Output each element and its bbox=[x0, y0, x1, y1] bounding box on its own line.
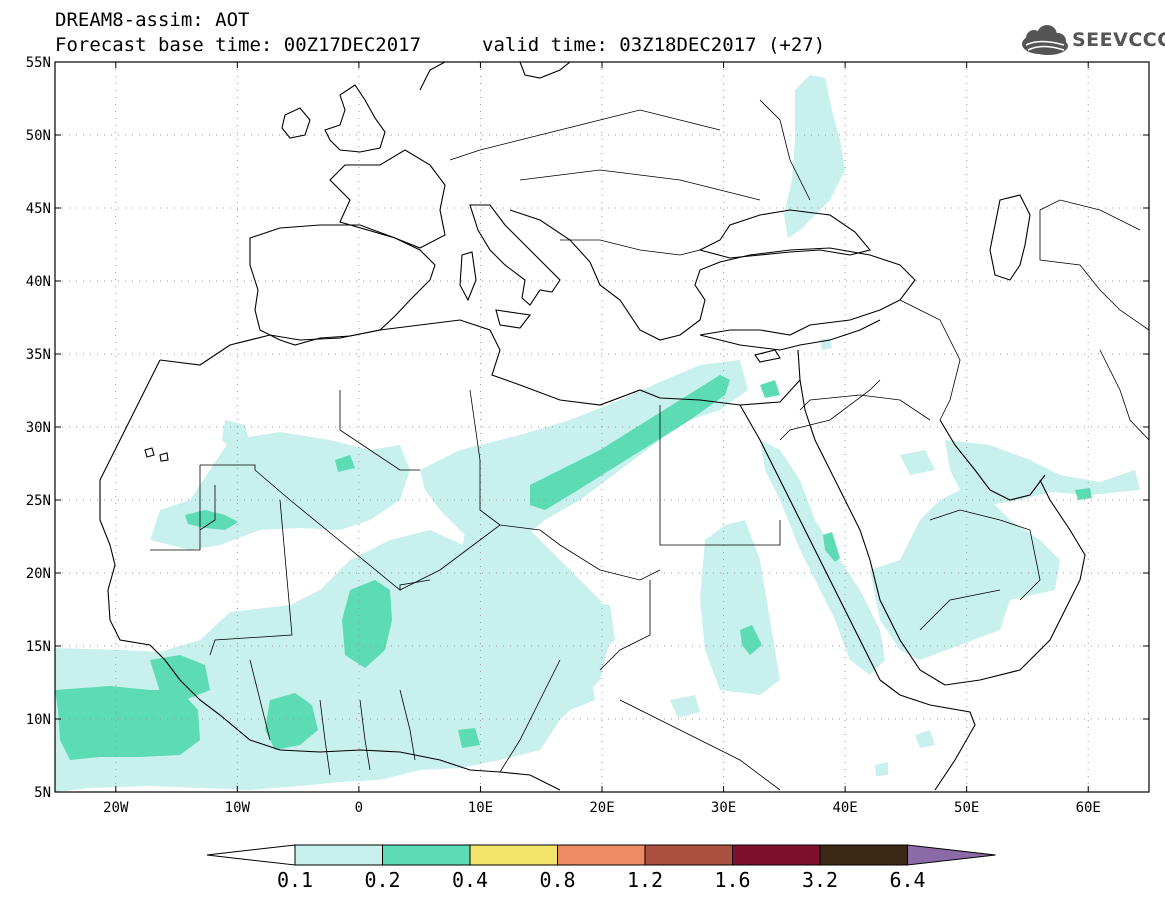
colorbar-label: 0.8 bbox=[539, 868, 575, 892]
latitude-labels: 5N 10N 15N 20N 25N 30N 35N 40N 45N 50N 55N bbox=[26, 55, 51, 801]
colorbar-label: 6.4 bbox=[889, 868, 925, 892]
cloud-logo-icon bbox=[1022, 25, 1068, 55]
lon-tick-label: 40E bbox=[832, 800, 857, 816]
lat-tick-label: 20N bbox=[26, 566, 51, 582]
lat-tick-label: 40N bbox=[26, 274, 51, 290]
forecast-base-time: Forecast base time: 00Z17DEC2017 bbox=[55, 34, 422, 56]
lon-tick-label: 10E bbox=[468, 800, 493, 816]
colorbar-box bbox=[732, 844, 821, 866]
lat-tick-label: 5N bbox=[34, 785, 51, 801]
lat-tick-label: 45N bbox=[26, 201, 51, 217]
colorbar-box bbox=[819, 844, 908, 866]
colorbar-label: 1.2 bbox=[627, 868, 663, 892]
lon-tick-label: 0 bbox=[355, 800, 363, 816]
country-borders bbox=[150, 99, 1149, 791]
lat-tick-label: 15N bbox=[26, 639, 51, 655]
lon-tick-label: 10W bbox=[225, 800, 251, 816]
lat-tick-label: 55N bbox=[26, 55, 51, 71]
colorbar-label: 0.2 bbox=[364, 868, 400, 892]
colorbar-high-arrow bbox=[907, 844, 996, 866]
colorbar-box bbox=[644, 844, 733, 866]
lat-tick-label: 30N bbox=[26, 420, 51, 436]
colorbar-label: 0.1 bbox=[277, 868, 313, 892]
lon-tick-label: 50E bbox=[954, 800, 979, 816]
colorbar bbox=[206, 844, 996, 866]
colorbar-box bbox=[469, 844, 558, 866]
lat-tick-label: 35N bbox=[26, 347, 51, 363]
map-grid bbox=[55, 62, 1149, 792]
lon-tick-label: 60E bbox=[1076, 800, 1101, 816]
aot-level-0.2 bbox=[55, 375, 1092, 760]
colorbar-label: 3.2 bbox=[802, 868, 838, 892]
valid-time: valid time: 03Z18DEC2017 (+27) bbox=[482, 34, 826, 56]
axis-ticks bbox=[55, 61, 1149, 793]
map-title: DREAM8-assim: AOT bbox=[55, 9, 250, 31]
lon-tick-label: 30E bbox=[711, 800, 736, 816]
colorbar-label: 1.6 bbox=[714, 868, 750, 892]
lat-tick-label: 50N bbox=[26, 128, 51, 144]
colorbar-box bbox=[557, 844, 646, 866]
aot-shading bbox=[55, 75, 1140, 792]
logo-text: SEEVCCC bbox=[1072, 29, 1165, 51]
colorbar-box bbox=[294, 844, 383, 866]
colorbar-labels: 0.1 0.2 0.4 0.8 1.2 1.6 3.2 6.4 bbox=[277, 868, 926, 892]
colorbar-label: 0.4 bbox=[452, 868, 488, 892]
aot-level-0.1 bbox=[55, 75, 1140, 792]
longitude-labels: 20W 10W 0 10E 20E 30E 40E 50E 60E bbox=[103, 800, 1101, 816]
lat-tick-label: 25N bbox=[26, 493, 51, 509]
coastlines bbox=[99, 62, 1086, 791]
lat-tick-label: 10N bbox=[26, 712, 51, 728]
lon-tick-label: 20W bbox=[103, 800, 129, 816]
lon-tick-label: 20E bbox=[589, 800, 614, 816]
colorbar-low-arrow bbox=[206, 844, 296, 866]
colorbar-box bbox=[382, 844, 471, 866]
